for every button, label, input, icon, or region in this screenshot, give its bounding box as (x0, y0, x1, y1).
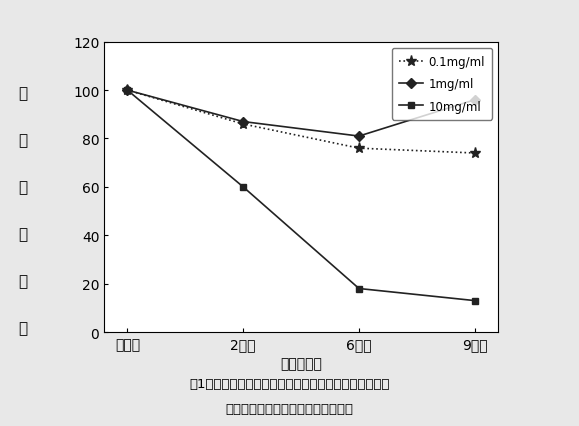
Text: 密: 密 (19, 180, 28, 195)
Text: 指: 指 (19, 273, 28, 289)
0.1mg/ml (240, 122, 247, 127)
10mg/ml (240, 185, 247, 190)
Text: 補: 補 (19, 86, 28, 101)
Legend: 0.1mg/ml, 1mg/ml, 10mg/ml: 0.1mg/ml, 1mg/ml, 10mg/ml (392, 49, 492, 121)
Text: 度: 度 (19, 227, 28, 242)
1mg/ml (240, 120, 247, 125)
0.1mg/ml (124, 88, 131, 93)
10mg/ml (471, 298, 478, 303)
Text: 図1　ナミハダニの幼虫に処理した場合の増殖抑制効果: 図1 ナミハダニの幼虫に処理した場合の増殖抑制効果 (189, 377, 390, 390)
Line: 10mg/ml: 10mg/ml (124, 87, 478, 304)
Line: 1mg/ml: 1mg/ml (124, 87, 478, 140)
0.1mg/ml (471, 151, 478, 156)
0.1mg/ml (356, 146, 362, 151)
1mg/ml (124, 88, 131, 93)
1mg/ml (356, 134, 362, 139)
X-axis label: 散布後日数: 散布後日数 (280, 357, 322, 371)
Text: 数: 数 (19, 320, 28, 336)
10mg/ml (124, 88, 131, 93)
Text: 正: 正 (19, 133, 28, 148)
10mg/ml (356, 286, 362, 291)
Text: （卵から成虫までの合計数で計算）: （卵から成虫までの合計数で計算） (225, 403, 354, 415)
Line: 0.1mg/ml: 0.1mg/ml (122, 85, 481, 159)
1mg/ml (471, 98, 478, 103)
